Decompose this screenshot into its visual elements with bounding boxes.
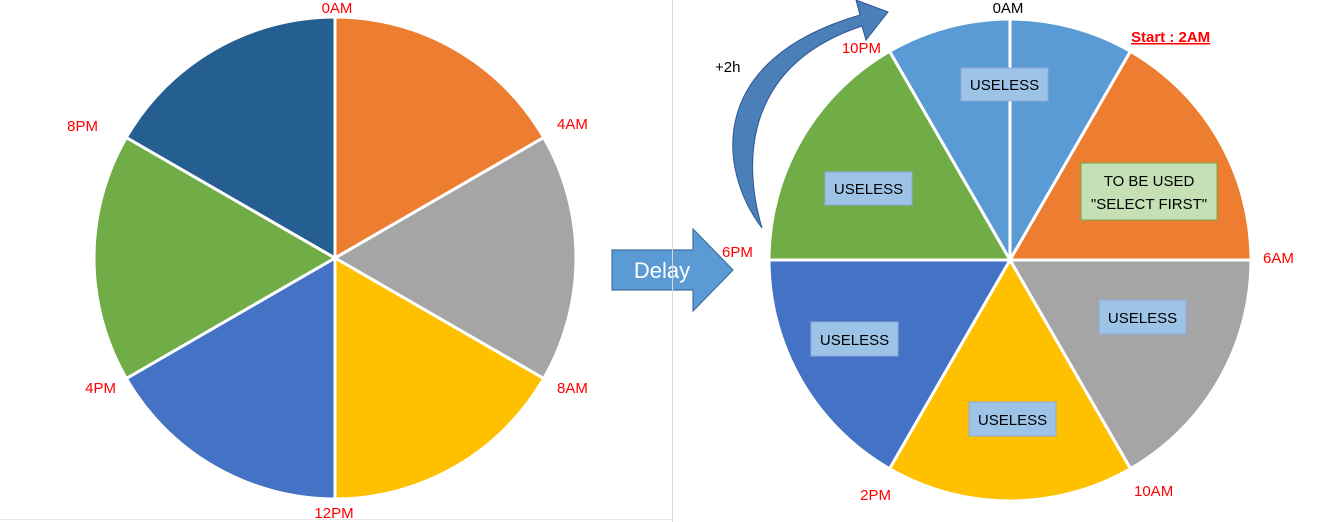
segment-4am-8am (332, 135, 578, 381)
left-wheel (92, 15, 578, 501)
delay-label: Delay (634, 258, 690, 283)
panel-divider (672, 0, 673, 522)
shift-label: +2h (715, 59, 740, 76)
right-label-6pm: 6PM (722, 244, 753, 261)
useless-box-yellow (968, 401, 1057, 437)
useless-box-top (960, 67, 1049, 102)
left-label-8am: 8AM (557, 380, 588, 397)
left-panel-bottom-edge (0, 519, 672, 520)
select-first-box (1080, 162, 1218, 221)
segment-0am-4am (333, 15, 546, 261)
left-label-4am: 4AM (557, 116, 588, 133)
right-label-10am: 10AM (1134, 483, 1173, 500)
useless-box-blue (810, 321, 899, 357)
useless-label-blue: USELESS (820, 332, 889, 349)
segment-4pm-8pm (92, 135, 338, 381)
segment-6am-10am (1007, 258, 1253, 471)
curved-shift-arrow (732, 0, 889, 229)
right-label-6am: 6AM (1263, 250, 1294, 267)
select-label-line2: "SELECT FIRST" (1091, 196, 1207, 213)
useless-label-top: USELESS (970, 77, 1039, 94)
right-label-0am: 0AM (993, 0, 1024, 17)
useless-box-green (824, 171, 913, 206)
useless-label-yellow: USELESS (978, 412, 1047, 429)
segment-8pm-0am (124, 15, 337, 261)
start-label: Start : 2AM (1131, 29, 1210, 46)
segment-6pm-10pm (767, 49, 1013, 262)
segment-10am-2pm (887, 257, 1133, 503)
right-wheel (767, 17, 1253, 503)
segment-8am-12pm (333, 255, 546, 501)
left-label-0am: 0AM (322, 0, 353, 17)
useless-label-green: USELESS (834, 181, 903, 198)
segment-2pm-6pm (767, 258, 1013, 471)
useless-box-gray (1098, 299, 1187, 335)
right-label-2pm: 2PM (860, 487, 891, 504)
left-label-4pm: 4PM (85, 380, 116, 397)
segment-12pm-4pm (124, 255, 337, 501)
right-label-10pm: 10PM (842, 40, 881, 57)
useless-label-gray: USELESS (1108, 310, 1177, 327)
left-label-12pm: 12PM (314, 505, 353, 522)
left-label-8pm: 8PM (67, 118, 98, 135)
select-label-line1: TO BE USED (1104, 173, 1195, 190)
